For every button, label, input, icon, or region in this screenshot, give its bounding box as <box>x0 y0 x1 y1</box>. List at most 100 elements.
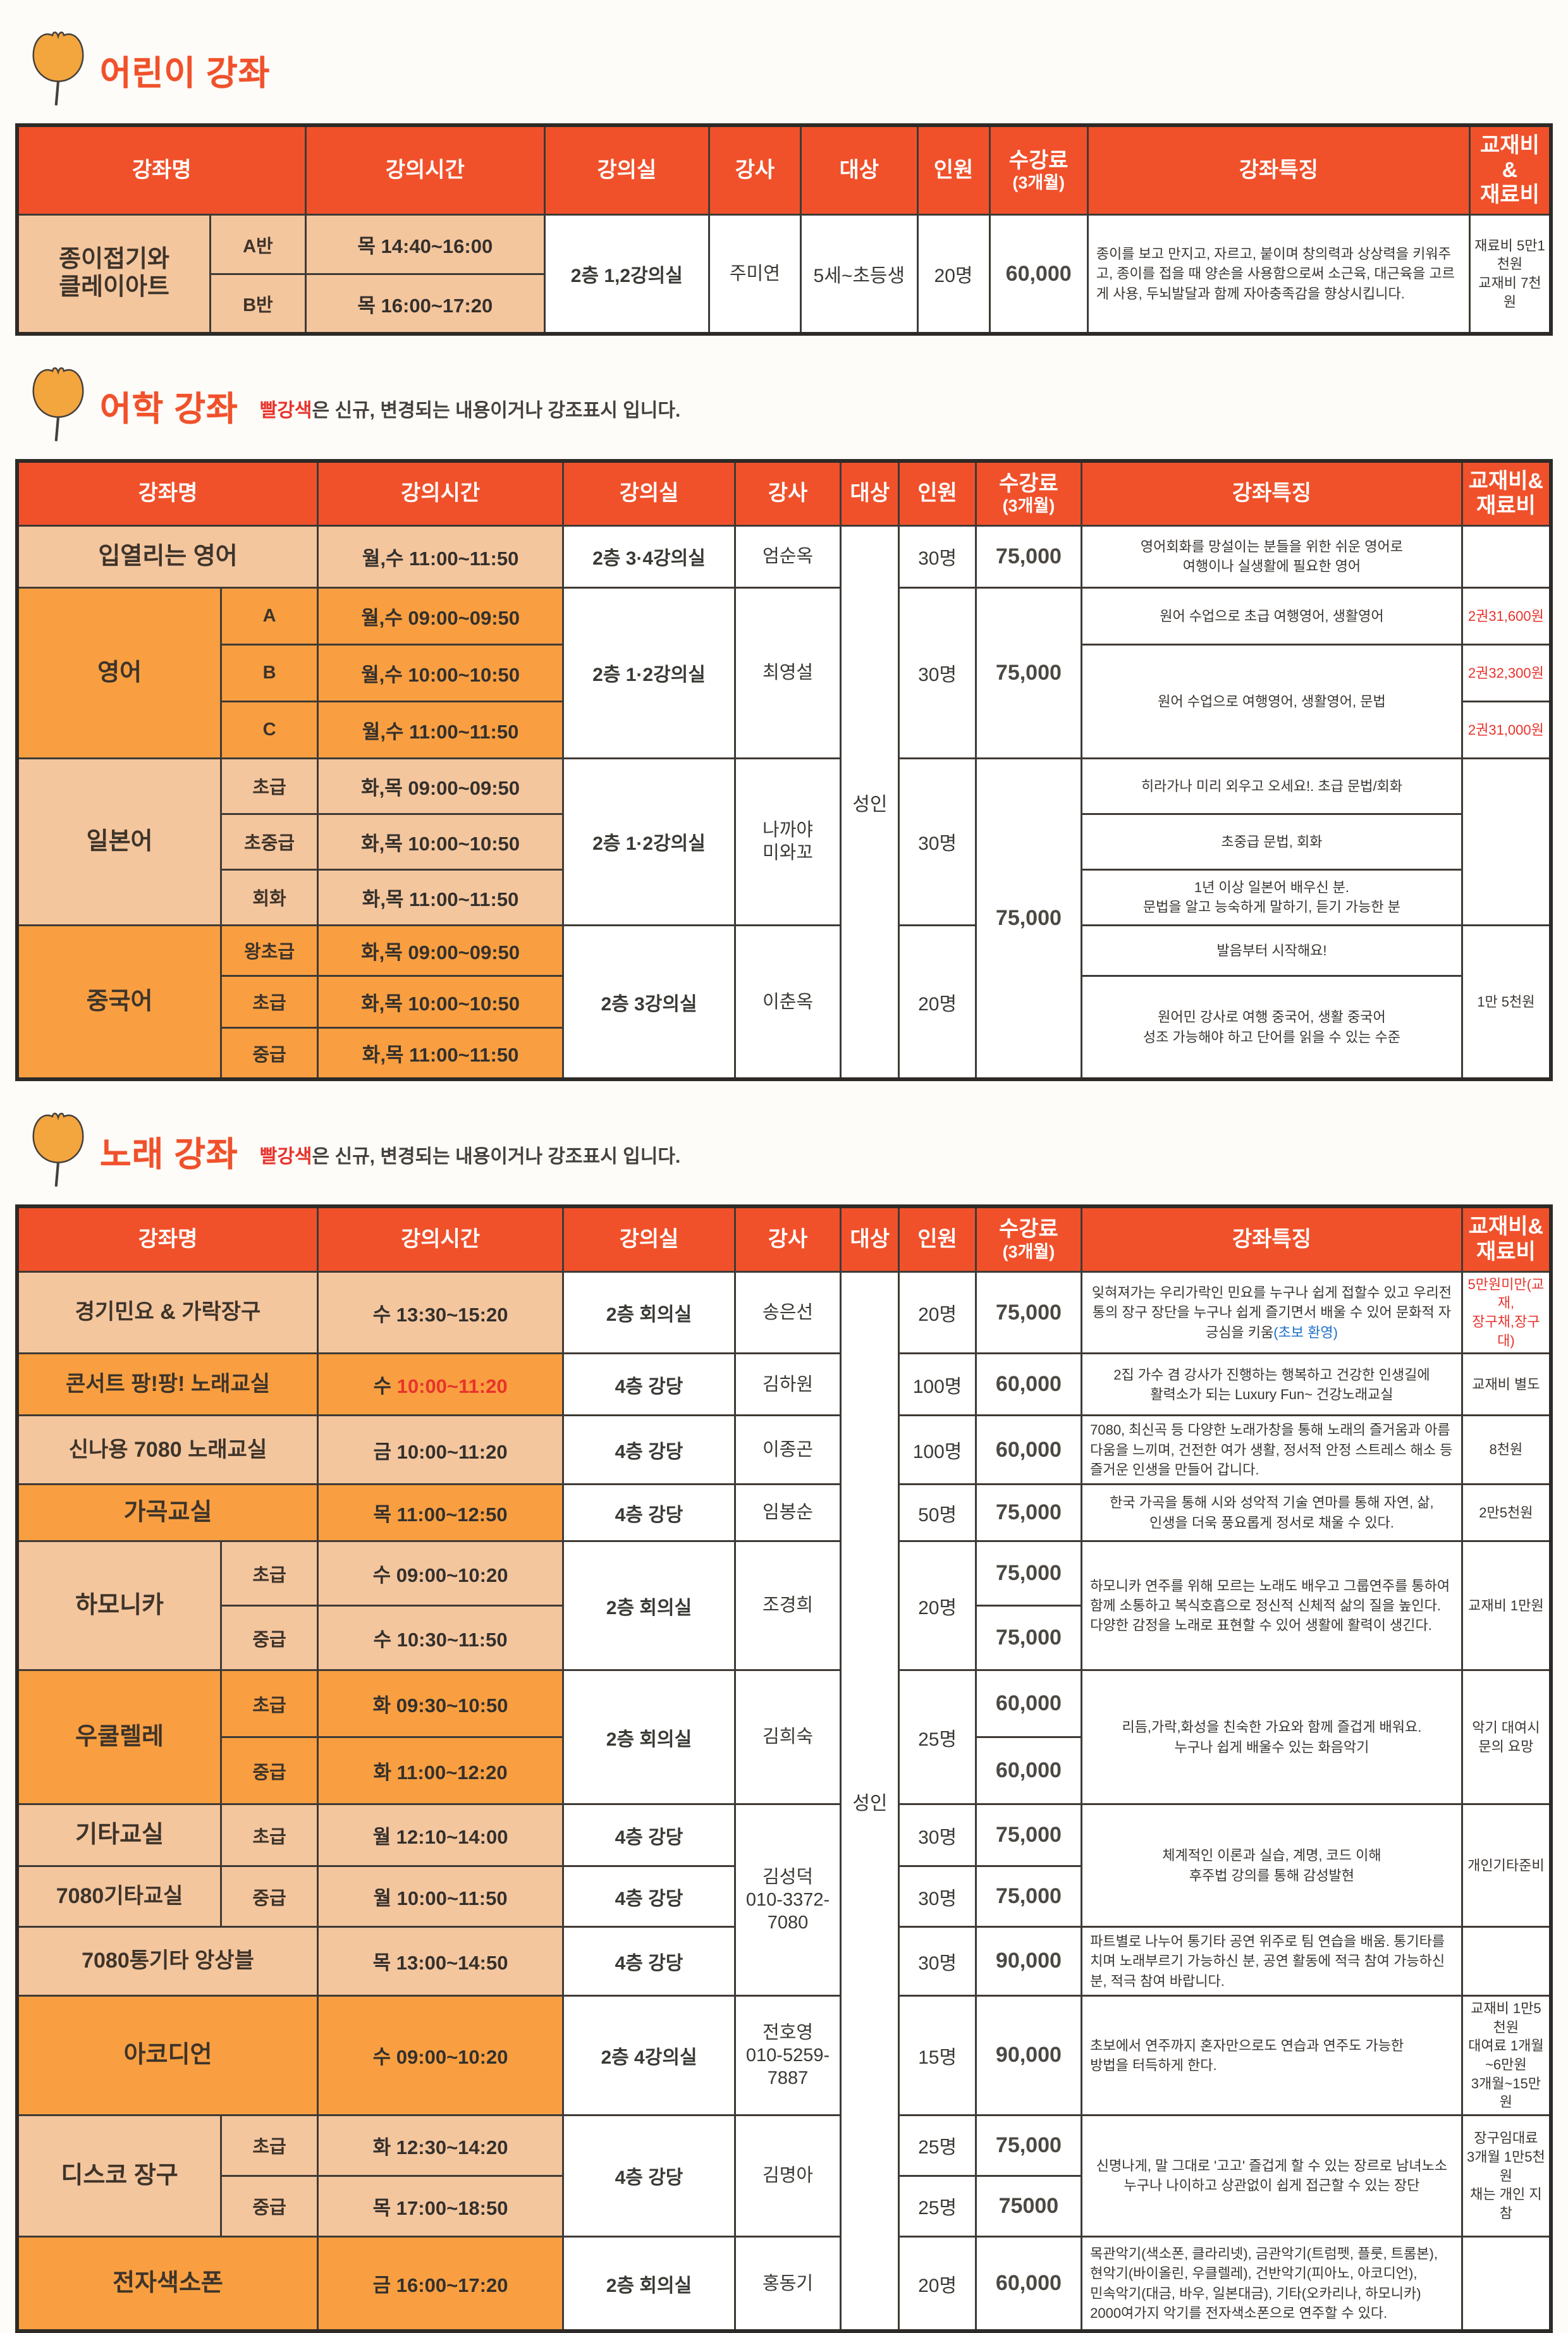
cell-time: 월 12:10~14:00 <box>316 1803 565 1868</box>
col-header-count: 인원 <box>916 124 991 216</box>
col-header-course-name: 강좌명 <box>16 124 307 216</box>
cell-book: 2권31,600원 <box>1461 586 1552 646</box>
cell-time: 금 10:00~11:20 <box>316 1414 565 1486</box>
cell-class-level: 중급 <box>220 1026 319 1081</box>
col-header-time: 강의시간 <box>304 124 546 216</box>
table-row: 중급 화 11:00~12:20 60,000 <box>17 1736 1551 1806</box>
cell-fee: 75,000 <box>974 1803 1083 1868</box>
cell-book: 교재비 1만원 <box>1461 1540 1552 1672</box>
cell-book: 교재비 1만5천원 대여료 1개월~6만원 3개월~15만원 <box>1461 1994 1552 2116</box>
cell-time: 목 14:40~16:00 <box>304 214 546 276</box>
cell-time: 수 09:00~10:20 <box>316 1994 565 2116</box>
cell-feature: 히라가나 미리 외우고 오세요!. 초급 문법/회화 <box>1081 757 1463 815</box>
cell-room: 2층 회의실 <box>562 1669 736 1806</box>
cell-fee: 90,000 <box>974 1994 1083 2116</box>
cell-room: 2층 회의실 <box>562 1270 736 1355</box>
cell-fee: 75,000 <box>974 757 1083 1081</box>
cell-feature: 초중급 문법, 회화 <box>1081 812 1463 871</box>
table-header-row: 강좌명 강의시간 강의실 강사 대상 인원 수강료 (3개월) 강좌특징 교재비&… <box>16 1205 1552 1273</box>
cell-fee: 60,000 <box>974 1736 1083 1806</box>
cell-book: 장구임대료 3개월 1만5천원 채는 개인 지참 <box>1461 2114 1552 2238</box>
table-row: 가곡교실 목 11:00~12:50 4층 강당 임봉순 50명 75,000 … <box>16 1483 1552 1543</box>
cell-fee: 75,000 <box>974 1270 1083 1355</box>
cell-time: 목 16:00~17:20 <box>304 273 546 335</box>
cell-count: 30명 <box>898 1926 977 1997</box>
section-title-children: 어린이 강좌 <box>100 54 271 92</box>
table-row: 신나용 7080 노래교실 금 10:00~11:20 4층 강당 이종곤 10… <box>16 1414 1552 1486</box>
col-header-target: 대상 <box>840 460 900 527</box>
cell-target: 성인 <box>840 524 900 1081</box>
cell-book: 악기 대여시 문의 요망 <box>1461 1669 1552 1806</box>
table-row: 7080통기타 앙상블 목 13:00~14:50 4층 강당 30명 90,0… <box>16 1926 1552 1997</box>
ginkgo-leaf-icon <box>29 29 87 111</box>
cell-teacher: 엄순옥 <box>733 524 842 589</box>
col-header-book: 교재비& 재료비 <box>1468 124 1552 216</box>
cell-course-name: 7080기타교실 <box>16 1865 223 1928</box>
cell-book <box>1461 2235 1552 2332</box>
cell-room: 4층 강당 <box>562 1926 736 1997</box>
cell-course-name: 가곡교실 <box>16 1483 319 1543</box>
cell-feature: 영어회화를 망설이는 분들을 위한 쉬운 영어로 여행이나 실생활에 필요한 영… <box>1081 524 1463 589</box>
col-header-count: 인원 <box>898 460 977 527</box>
cell-book: 2권31,000원 <box>1461 700 1552 759</box>
cell-fee: 75,000 <box>974 1483 1083 1543</box>
cell-room: 2층 3강의실 <box>562 924 736 1081</box>
cell-count: 20명 <box>898 924 977 1081</box>
cell-class-level: 왕초급 <box>220 924 319 977</box>
col-header-room: 강의실 <box>562 460 736 527</box>
cell-course-name: 영어 <box>16 586 223 759</box>
cell-fee: 60,000 <box>974 2235 1083 2332</box>
cell-room: 2층 1·2강의실 <box>562 757 736 926</box>
section-song-header: 노래 강좌 빨강색은 신규, 변경되는 내용이거나 강조표시 입니다. <box>29 1110 1568 1192</box>
cell-fee: 75,000 <box>974 1540 1083 1607</box>
cell-book <box>1461 757 1552 926</box>
cell-class-level: 초급 <box>220 974 319 1029</box>
cell-count: 100명 <box>898 1352 977 1417</box>
table-row: 중국어 왕초급 화,목 09:00~09:50 2층 3강의실 이춘옥 20명 … <box>16 924 1552 1081</box>
cell-fee: 75,000 <box>974 1865 1083 1928</box>
cell-teacher: 이종곤 <box>733 1414 842 1486</box>
cell-time: 월,수 10:00~10:50 <box>316 643 565 702</box>
cell-course-name: 전자색소폰 <box>16 2235 319 2332</box>
table-row: 입열리는 영어 월,수 11:00~11:50 2층 3·4강의실 엄순옥 성인… <box>16 524 1552 1081</box>
cell-time: 수 10:00~11:20 <box>316 1352 565 1417</box>
table-row: C 월,수 11:00~11:50 2권31,000원 <box>17 700 1552 759</box>
table-row: 영어 A 월,수 09:00~09:50 2층 1·2강의실 최영설 30명 7… <box>16 586 1552 759</box>
cell-feature: 원어민 강사로 여행 중국어, 생활 중국어 성조 가능해야 하고 단어를 읽을… <box>1081 974 1463 1081</box>
cell-count: 30명 <box>898 1865 977 1928</box>
cell-count: 30명 <box>898 1803 977 1868</box>
cell-time: 화 12:30~14:20 <box>316 2114 565 2177</box>
language-course-table: 강좌명 강의시간 강의실 강사 대상 인원 수강료 (3개월) 강좌특징 교재비&… <box>15 458 1553 1082</box>
cell-course-name: 기타교실 <box>16 1803 223 1868</box>
cell-fee: 90,000 <box>974 1926 1083 1997</box>
cell-course-name: 콘서트 팡!팡! 노래교실 <box>16 1352 319 1417</box>
cell-book: 재료비 5만1천원 교재비 7천원 <box>1468 214 1552 335</box>
cell-count: 20명 <box>898 1270 977 1355</box>
col-header-teacher: 강사 <box>707 124 802 216</box>
cell-teacher: 최영설 <box>733 586 842 759</box>
cell-room: 4층 강당 <box>562 1483 736 1543</box>
cell-teacher: 김하원 <box>733 1352 842 1417</box>
cell-teacher: 송은선 <box>733 1270 842 1355</box>
table-header-row: 강좌명 강의시간 강의실 강사 대상 인원 수강료 (3개월) 강좌특징 교재비&… <box>16 460 1552 527</box>
cell-class-level: 중급 <box>220 1865 319 1928</box>
col-header-feature: 강좌특징 <box>1081 1205 1463 1273</box>
section-language-header: 어학 강좌 빨강색은 신규, 변경되는 내용이거나 강조표시 입니다. <box>29 365 1568 446</box>
table-row: 중급 수 10:30~11:50 75,000 <box>17 1605 1551 1672</box>
col-header-fee: 수강료 (3개월) <box>988 124 1089 216</box>
table-row: 전자색소폰 금 16:00~17:20 2층 회의실 홍동기 20명 60,00… <box>16 2235 1552 2332</box>
cell-course-name: 신나용 7080 노래교실 <box>16 1414 319 1486</box>
legend-note: 빨강색은 신규, 변경되는 내용이거나 강조표시 입니다. <box>259 400 681 422</box>
cell-book: 2권32,300원 <box>1461 643 1552 702</box>
section-title-song: 노래 강좌 <box>100 1136 238 1174</box>
table-row: 중급 화,목 11:00~11:50 <box>17 1026 1551 1081</box>
cell-time: 월 10:00~11:50 <box>316 1865 565 1928</box>
cell-time: 수 13:30~15:20 <box>316 1270 565 1355</box>
cell-teacher: 김희숙 <box>733 1669 842 1806</box>
cell-class-level: 초급 <box>220 757 319 815</box>
cell-count: 30명 <box>898 524 977 589</box>
cell-time: 월,수 11:00~11:50 <box>316 524 565 589</box>
table-row: 우쿨렐레 초급 화 09:30~10:50 2층 회의실 김희숙 25명 60,… <box>16 1669 1552 1806</box>
cell-course-name: 아코디언 <box>16 1994 319 2116</box>
col-header-time: 강의시간 <box>316 460 565 527</box>
